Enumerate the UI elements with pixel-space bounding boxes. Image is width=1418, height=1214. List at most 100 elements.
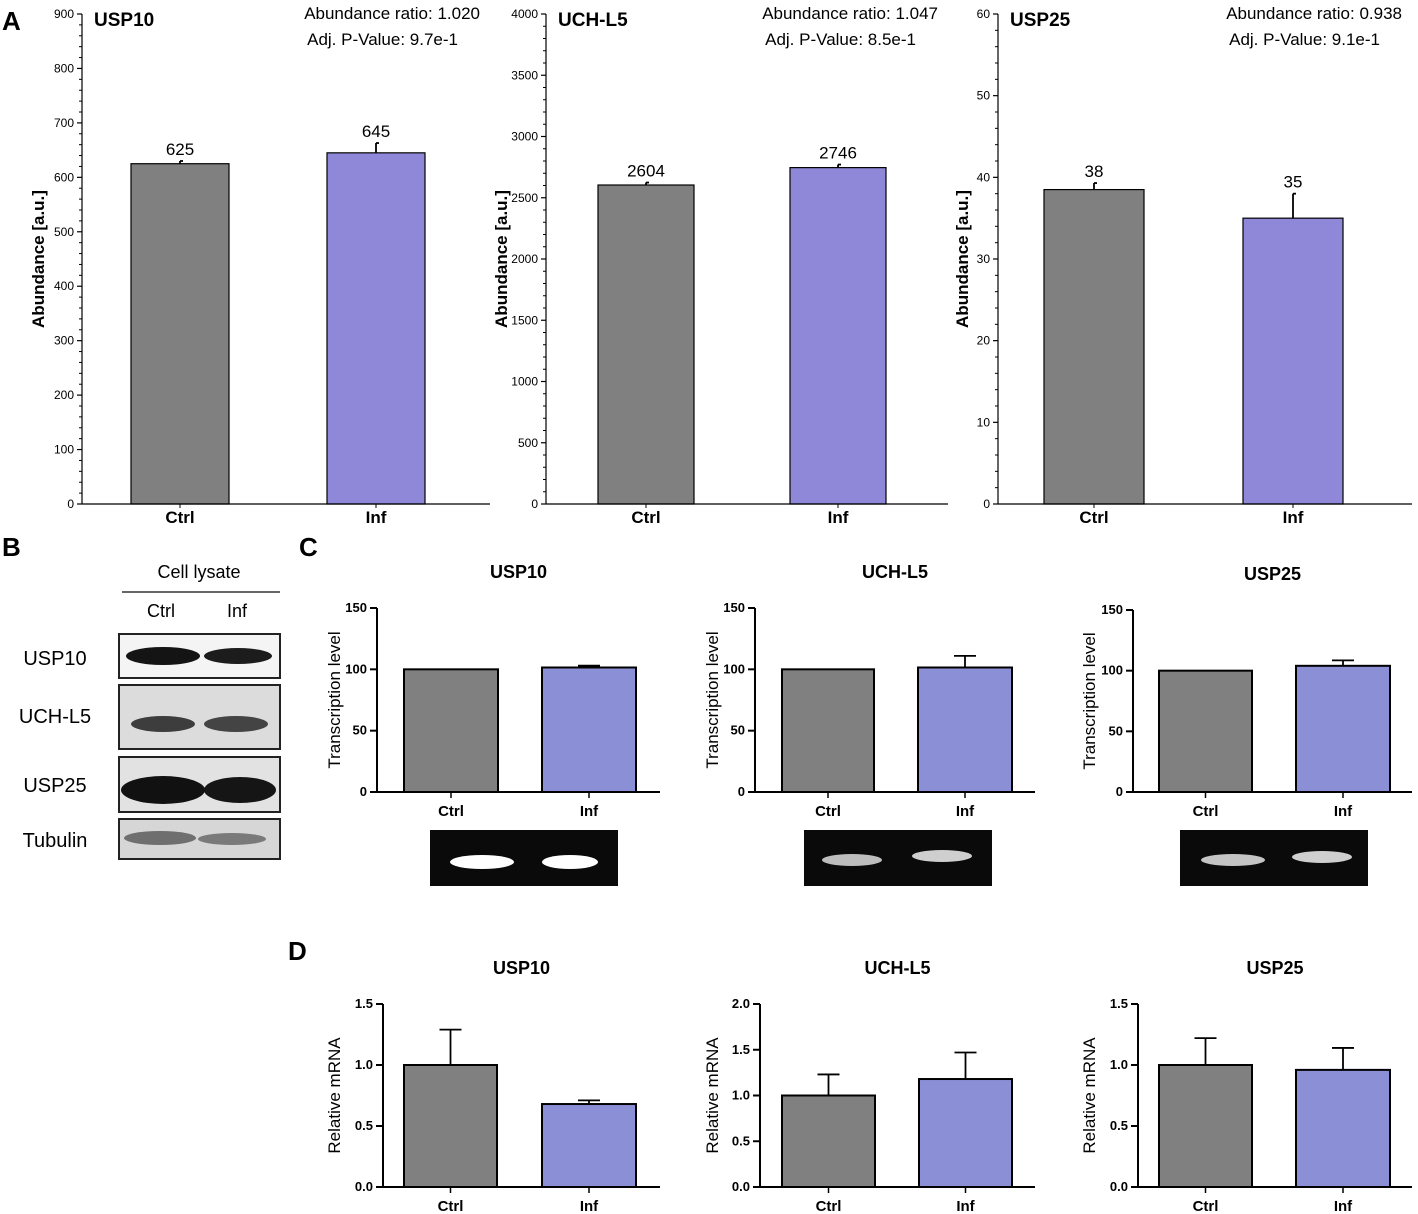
y-axis-label: Transcription level: [1080, 632, 1099, 769]
value-label: 625: [166, 140, 194, 159]
x-tick-label: Ctrl: [1193, 1198, 1219, 1214]
x-tick-label: Inf: [1334, 1198, 1353, 1214]
value-label: 38: [1085, 162, 1104, 181]
chart-title: UCH-L5: [865, 958, 931, 978]
panel-label-d: D: [288, 936, 307, 966]
x-tick-label: Ctrl: [815, 803, 841, 820]
bar-inf: [1295, 664, 1391, 794]
bar-ctrl: [1158, 669, 1253, 794]
y-tick-label: 2000: [511, 252, 538, 266]
y-tick-label: 1.0: [732, 1088, 750, 1103]
y-tick-label: 0: [738, 784, 745, 799]
gel-c3: [1180, 830, 1368, 886]
bar-ctrl: [781, 1094, 876, 1188]
blot-band: [124, 831, 196, 845]
bar-inf: [541, 1103, 637, 1189]
y-tick-label: 40: [977, 170, 991, 184]
x-tick-label: Inf: [366, 508, 387, 527]
y-tick-label: 600: [54, 170, 74, 184]
y-tick-label: 0.5: [355, 1118, 373, 1133]
blot-band: [198, 833, 266, 845]
y-tick-label: 0.0: [1110, 1179, 1128, 1194]
bar-inf: [1295, 1068, 1391, 1189]
chart-title: UCH-L5: [862, 562, 928, 582]
blot-header: Cell lysate: [157, 562, 240, 582]
chart-title: USP10: [493, 958, 550, 978]
y-axis-label: Transcription level: [325, 631, 344, 768]
y-axis-label: Transcription level: [703, 631, 722, 768]
y-tick-label: 0.5: [732, 1133, 750, 1148]
bar-ctrl: [1043, 188, 1145, 505]
panel-label-b: B: [2, 532, 21, 562]
y-tick-label: 20: [977, 334, 991, 348]
y-tick-label: 900: [54, 7, 74, 21]
x-tick-label: Inf: [1334, 803, 1353, 820]
y-tick-label: 700: [54, 116, 74, 130]
y-axis-label: Abundance [a.u.]: [492, 190, 511, 328]
y-tick-label: 1000: [511, 375, 538, 389]
chart-title: USP10: [94, 10, 154, 31]
adj-p-value: Adj. P-Value: 8.5e-1: [765, 30, 916, 49]
chart-title: USP10: [490, 562, 547, 582]
y-tick-label: 2.0: [732, 996, 750, 1011]
value-label: 2746: [819, 144, 857, 163]
y-tick-label: 0: [531, 497, 538, 511]
x-tick-label: Inf: [956, 1198, 975, 1214]
bar-inf: [789, 167, 887, 505]
blot-strip-tubulin: [118, 818, 281, 860]
blot-band: [121, 776, 205, 804]
blot-band: [204, 777, 276, 803]
x-tick-label: Inf: [580, 803, 599, 820]
y-tick-label: 50: [977, 89, 991, 103]
blot-row-label-uchl5: UCH-L5: [19, 706, 91, 728]
y-axis-label: Relative mRNA: [325, 1037, 344, 1154]
bar-inf: [918, 1078, 1013, 1189]
x-tick-label: Inf: [580, 1198, 599, 1214]
blot-lane-inf: Inf: [227, 601, 248, 621]
y-tick-label: 500: [518, 436, 538, 450]
x-tick-label: Inf: [1283, 508, 1304, 527]
bar-ctrl: [781, 668, 875, 793]
gel-band: [1292, 851, 1352, 863]
y-tick-label: 200: [54, 388, 74, 402]
x-tick-label: Ctrl: [631, 508, 660, 527]
gel-band: [542, 855, 598, 869]
y-tick-label: 1.5: [1110, 996, 1128, 1011]
x-tick-label: Ctrl: [438, 1198, 464, 1214]
gel-c2: [804, 830, 992, 886]
x-tick-label: Ctrl: [438, 803, 464, 820]
y-tick-label: 1500: [511, 313, 538, 327]
gel-band: [1201, 854, 1265, 866]
blot-band: [204, 716, 268, 732]
value-label: 35: [1284, 173, 1303, 192]
bar-inf: [917, 666, 1013, 794]
blot-row-label-usp10: USP10: [23, 648, 86, 670]
y-tick-label: 3500: [511, 68, 538, 82]
western-blot: Cell lysate Ctrl Inf USP10 UCH-L5 USP25 …: [19, 562, 281, 860]
bar-ctrl: [597, 184, 695, 505]
x-tick-label: Ctrl: [1193, 803, 1219, 820]
bar-inf: [1242, 217, 1344, 505]
y-tick-label: 2500: [511, 191, 538, 205]
adj-p-value: Adj. P-Value: 9.7e-1: [307, 30, 458, 49]
panel-label-a: A: [2, 6, 21, 36]
blot-band: [131, 716, 195, 732]
x-tick-label: Inf: [956, 803, 975, 820]
bar-inf: [326, 152, 426, 505]
bar-ctrl: [403, 668, 499, 793]
y-tick-label: 1.5: [355, 996, 373, 1011]
y-tick-label: 400: [54, 279, 74, 293]
y-tick-label: 150: [345, 600, 367, 615]
y-tick-label: 150: [1101, 602, 1123, 617]
blot-row-label-usp25: USP25: [23, 775, 86, 797]
y-axis-label: Abundance [a.u.]: [953, 190, 972, 328]
y-tick-label: 0.5: [1110, 1118, 1128, 1133]
y-tick-label: 800: [54, 61, 74, 75]
y-tick-label: 0: [983, 497, 990, 511]
bar-inf: [541, 666, 637, 794]
y-tick-label: 0: [1116, 784, 1123, 799]
blot-lane-ctrl: Ctrl: [147, 601, 175, 621]
chart-title: USP25: [1010, 10, 1071, 31]
x-tick-label: Ctrl: [165, 508, 194, 527]
